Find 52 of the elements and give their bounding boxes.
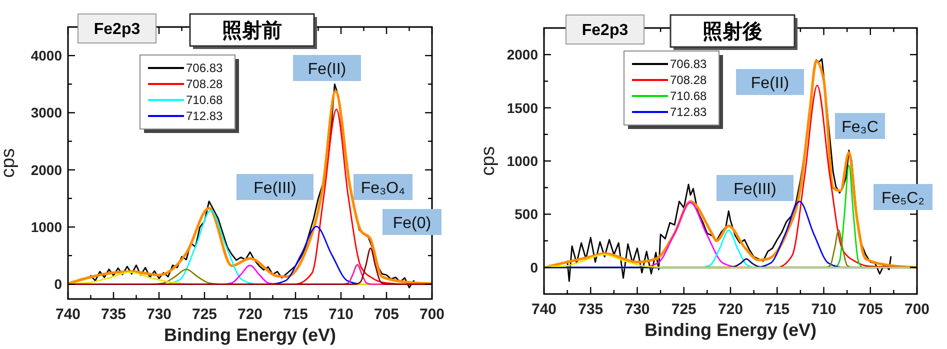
x-tick-label: 720 [237, 306, 263, 323]
annotation: Fe(II) [308, 61, 346, 78]
annotation: Fe(III) [254, 180, 296, 197]
legend-label: 706.83 [670, 57, 708, 71]
x-tick-label: 710 [328, 306, 354, 323]
annotation: Fe₃O₄ [360, 180, 406, 197]
legend-label: 710.68 [186, 93, 224, 107]
y-tick-label: 2000 [506, 46, 538, 63]
y-tick-label: 500 [514, 206, 538, 222]
y-tick-label: 0 [530, 259, 538, 276]
x-tick-label: 740 [531, 301, 557, 318]
annotation: Fe(0) [392, 215, 432, 232]
chart-title: 照射前 [222, 20, 282, 42]
x-tick-label: 720 [718, 301, 744, 318]
legend-label: 710.68 [670, 89, 708, 103]
y-tick-label: 1000 [30, 219, 62, 235]
x-axis-title: Binding Energy (eV) [644, 320, 817, 340]
y-tick-label: 0 [54, 276, 62, 292]
y-tick-label: 3000 [30, 104, 62, 121]
x-tick-label: 715 [282, 306, 308, 323]
y-tick-label: 4000 [30, 48, 62, 64]
x-tick-label: 715 [764, 301, 790, 318]
annotation: Fe(II) [750, 75, 790, 92]
x-tick-label: 710 [811, 301, 836, 318]
legend-label: 712.83 [670, 105, 708, 119]
chart-title: 照射後 [702, 21, 762, 43]
y-axis-title: cps [478, 146, 499, 176]
y-tick-label: 1000 [506, 153, 538, 169]
x-tick-label: 730 [624, 301, 650, 318]
x-tick-label: 725 [192, 306, 218, 323]
legend-label: 708.28 [186, 77, 224, 91]
y-axis-title: cps [0, 148, 19, 178]
x-tick-label: 700 [904, 301, 930, 318]
annotation: Fe2p3 [582, 22, 628, 39]
x-tick-label: 735 [578, 301, 604, 318]
x-tick-label: 725 [671, 301, 696, 318]
annotation: Fe₃C [842, 119, 878, 136]
y-tick-label: 2000 [30, 162, 62, 178]
legend-label: 708.28 [670, 73, 708, 87]
annotation: Fe₅C₂ [882, 190, 924, 207]
x-tick-label: 705 [858, 301, 883, 318]
y-tick-label: 1500 [506, 100, 538, 116]
annotation: Fe2p3 [94, 21, 140, 38]
legend-label: 706.83 [186, 61, 224, 75]
x-tick-label: 730 [146, 306, 172, 323]
x-tick-label: 700 [419, 306, 445, 323]
x-tick-label: 735 [100, 306, 126, 323]
legend-label: 712.83 [186, 109, 224, 123]
x-tick-label: 740 [55, 306, 81, 323]
x-axis-title: Binding Energy (eV) [164, 325, 336, 345]
x-tick-label: 705 [374, 306, 400, 323]
annotation: Fe(III) [734, 181, 776, 198]
